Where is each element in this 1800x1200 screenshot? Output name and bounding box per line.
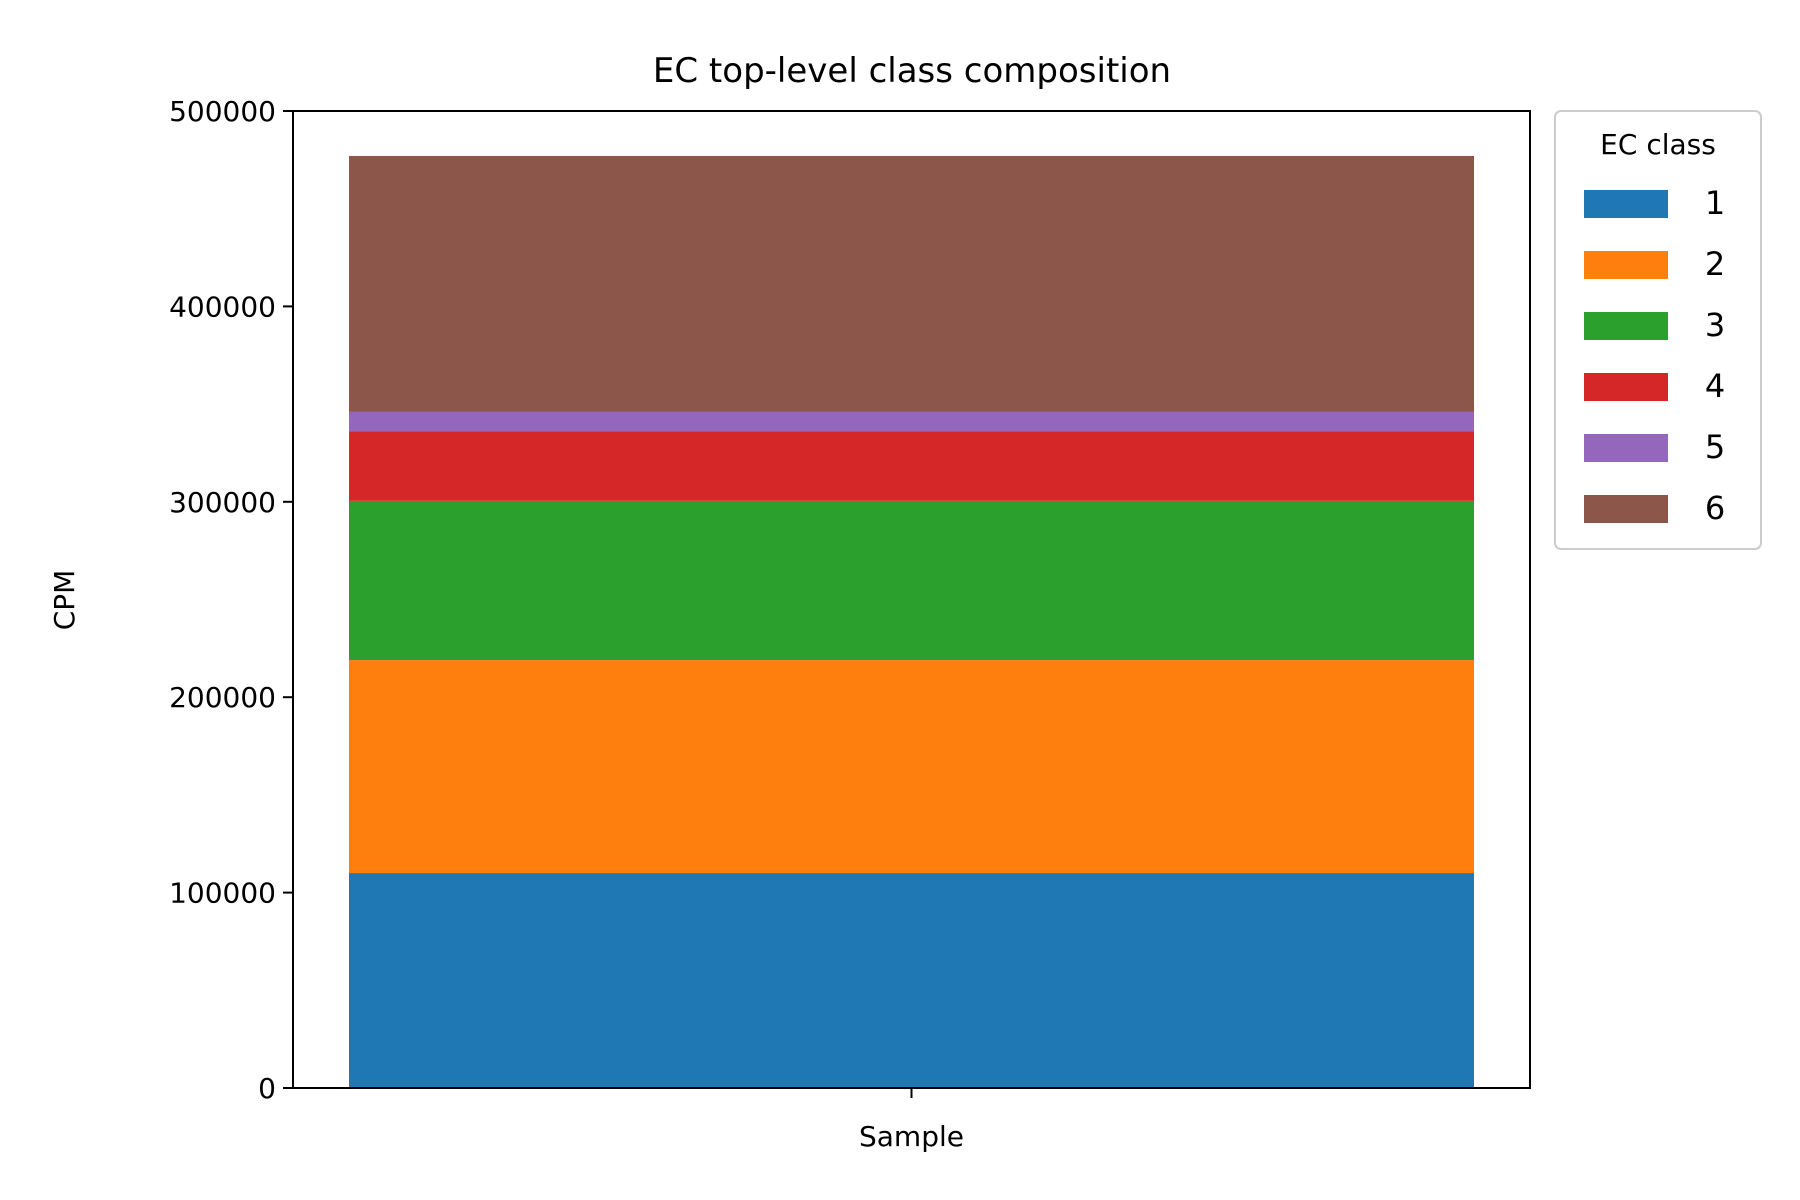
legend-swatch-ec-2 bbox=[1584, 251, 1668, 279]
y-axis-label: CPM bbox=[48, 570, 81, 631]
legend-label-ec-5: 5 bbox=[1705, 428, 1725, 466]
y-tick-label: 300000 bbox=[169, 486, 276, 519]
legend-swatch-ec-3 bbox=[1584, 312, 1668, 340]
bar-segment-ec-3 bbox=[349, 500, 1474, 661]
y-tick-label: 0 bbox=[258, 1072, 276, 1105]
legend-title: EC class bbox=[1600, 128, 1716, 161]
bar-segment-ec-1 bbox=[349, 873, 1474, 1088]
y-tick-label: 100000 bbox=[169, 877, 276, 910]
x-axis: Sample bbox=[859, 1088, 964, 1153]
y-tick-label: 400000 bbox=[169, 290, 276, 323]
bar-segment-ec-5 bbox=[349, 411, 1474, 432]
bar-segment-ec-4 bbox=[349, 431, 1474, 501]
y-tick-label: 500000 bbox=[169, 95, 276, 128]
legend-label-ec-2: 2 bbox=[1705, 245, 1725, 283]
legend-label-ec-3: 3 bbox=[1705, 306, 1725, 344]
legend: EC class 1 2 3 4 5 6 bbox=[1554, 110, 1762, 550]
legend-swatch-ec-6 bbox=[1584, 495, 1668, 523]
bar-stack bbox=[349, 155, 1474, 1088]
legend-label-ec-4: 4 bbox=[1705, 367, 1725, 405]
legend-label-ec-1: 1 bbox=[1705, 184, 1725, 222]
y-tick-label: 200000 bbox=[169, 681, 276, 714]
bar-segment-ec-6 bbox=[349, 155, 1474, 412]
bar-segment-ec-2 bbox=[349, 660, 1474, 874]
chart-title: EC top-level class composition bbox=[653, 51, 1171, 91]
legend-swatch-ec-4 bbox=[1584, 373, 1668, 401]
legend-swatch-ec-5 bbox=[1584, 434, 1668, 462]
x-tick-label: Sample bbox=[859, 1120, 964, 1153]
legend-swatch-ec-1 bbox=[1584, 190, 1668, 218]
y-axis: 0 100000 200000 300000 400000 500000 bbox=[169, 95, 293, 1105]
legend-label-ec-6: 6 bbox=[1705, 489, 1725, 527]
